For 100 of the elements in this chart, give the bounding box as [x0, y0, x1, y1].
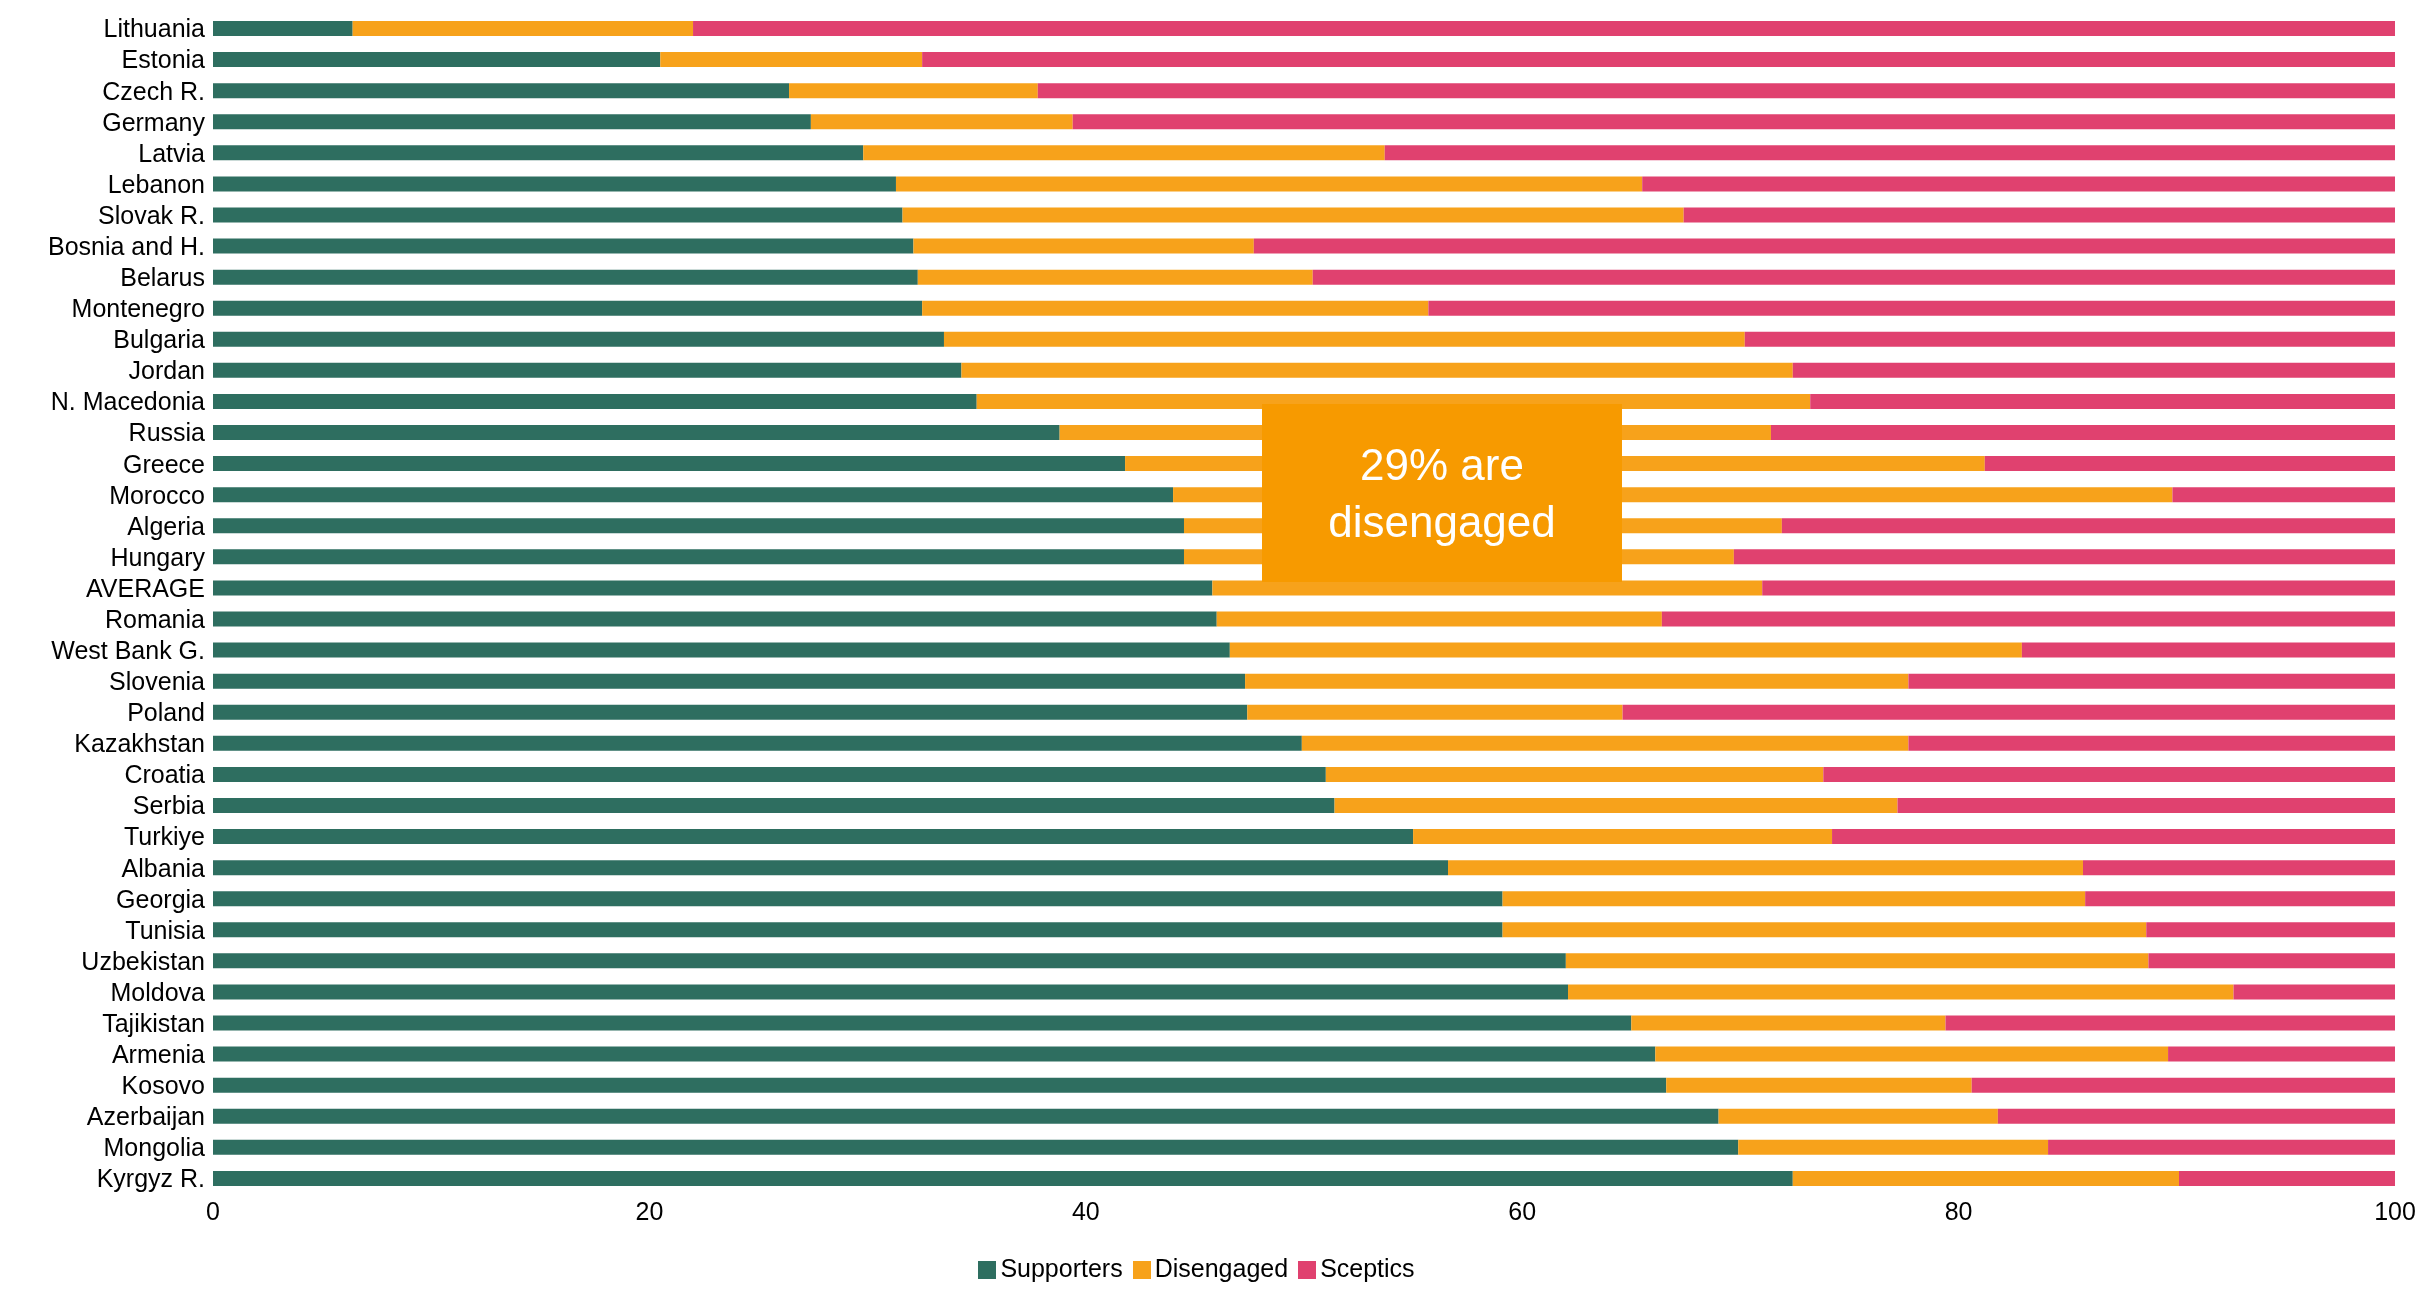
bar: [213, 176, 896, 192]
bar: [1216, 611, 1662, 627]
bar: [1568, 984, 2234, 1000]
bar: [213, 704, 1248, 720]
y-tick-label: Lebanon: [107, 169, 205, 198]
bar: [1312, 269, 2395, 285]
bar: [213, 673, 1246, 689]
y-tick-label: Germany: [102, 107, 206, 136]
bar: [1334, 797, 1898, 813]
y-tick-label: Kyrgyz R.: [96, 1164, 205, 1193]
y-tick-label: Russia: [128, 418, 206, 447]
bar: [1908, 735, 2395, 751]
y-tick-label: Serbia: [132, 791, 206, 820]
bar: [2178, 1170, 2395, 1186]
y-tick-label: Czech R.: [102, 76, 205, 105]
y-tick-label: Algeria: [127, 511, 206, 540]
bar: [213, 1046, 1656, 1062]
bar: [1897, 797, 2395, 813]
bar: [213, 860, 1449, 876]
bar: [693, 21, 2395, 36]
bar: [213, 642, 1230, 658]
y-tick-label: Kosovo: [121, 1071, 205, 1100]
bar: [1253, 238, 2395, 254]
y-tick-label: Bulgaria: [113, 325, 206, 354]
bar: [1666, 1077, 1972, 1093]
bar: [1661, 611, 2395, 627]
legend-label: Sceptics: [1320, 1254, 1415, 1282]
bar: [1247, 704, 1623, 720]
y-tick-label: Lithuania: [103, 14, 206, 43]
bar: [213, 300, 923, 316]
bar: [2085, 891, 2395, 907]
x-tick-label: 20: [635, 1196, 664, 1225]
bar: [213, 829, 1414, 845]
y-tick-label: Georgia: [116, 884, 206, 913]
bar: [2172, 487, 2395, 503]
bar: [1245, 673, 1909, 689]
y-tick-label: Slovenia: [109, 667, 206, 696]
bar: [213, 393, 977, 409]
bar: [1631, 1015, 1946, 1031]
y-tick-label: Tunisia: [125, 915, 206, 944]
bar: [1744, 331, 2395, 347]
y-tick-label: Montenegro: [71, 294, 205, 323]
bar: [213, 52, 661, 68]
bar: [1810, 393, 2395, 409]
y-tick-label: Albania: [121, 853, 206, 882]
y-tick-label: Tajikistan: [102, 1008, 205, 1037]
bar: [213, 766, 1326, 782]
bar: [1642, 176, 2395, 192]
y-tick-label: AVERAGE: [85, 573, 205, 602]
y-tick-label: Morocco: [109, 480, 205, 509]
bar: [213, 269, 918, 285]
bar: [1945, 1015, 2395, 1031]
y-tick-label: Azerbaijan: [86, 1102, 205, 1131]
bar: [922, 300, 1429, 316]
bar: [213, 238, 914, 254]
bar: [213, 611, 1217, 627]
y-tick-label: Slovak R.: [98, 200, 205, 229]
y-tick-label: Croatia: [124, 760, 206, 789]
y-tick-label: Armenia: [111, 1040, 206, 1069]
bar: [913, 238, 1254, 254]
bar: [1072, 114, 2395, 130]
y-tick-label: Bosnia and H.: [47, 231, 205, 260]
bar: [213, 1139, 1739, 1155]
bar: [789, 83, 1038, 99]
bar: [213, 331, 944, 347]
y-tick-label: Turkiye: [123, 822, 205, 851]
bar: [213, 425, 1060, 441]
bar: [213, 83, 790, 99]
bar: [213, 580, 1213, 596]
bar: [943, 331, 1745, 347]
bar: [1971, 1077, 2395, 1093]
y-tick-label: Uzbekistan: [81, 946, 205, 975]
bar: [2148, 953, 2395, 969]
bar: [895, 176, 1643, 192]
bar: [213, 1170, 1793, 1186]
bar: [1792, 1170, 2179, 1186]
y-tick-label: Hungary: [110, 542, 206, 571]
bar: [1733, 549, 2395, 565]
x-tick-label: 40: [1071, 1196, 1100, 1225]
bar: [213, 207, 903, 223]
bar: [1301, 735, 1909, 751]
bar: [1428, 300, 2395, 316]
bar: [213, 922, 1503, 938]
bar: [810, 114, 1073, 130]
bar: [213, 953, 1566, 969]
bar: [1384, 145, 2395, 161]
x-tick-label: 0: [206, 1196, 220, 1225]
bar: [1655, 1046, 2169, 1062]
y-tick-label: Estonia: [121, 45, 206, 74]
bar: [1781, 518, 2395, 534]
bar: [1683, 207, 2395, 223]
bar: [1229, 642, 2022, 658]
bar: [213, 891, 1503, 907]
y-tick-label: N. Macedonia: [50, 387, 206, 416]
bar: [1997, 1108, 2395, 1124]
bar: [1622, 704, 2395, 720]
bar: [213, 549, 1184, 565]
bar: [352, 21, 694, 36]
y-tick-label: Poland: [127, 698, 205, 727]
legend-label: Disengaged: [1154, 1254, 1289, 1282]
